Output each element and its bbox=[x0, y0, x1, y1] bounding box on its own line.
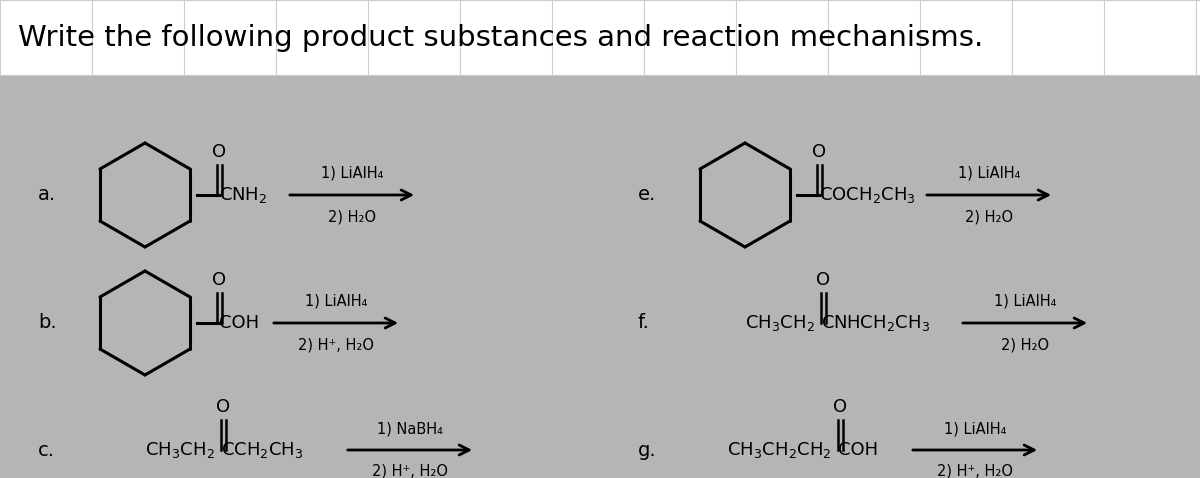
Text: CH$_3$CH$_2$: CH$_3$CH$_2$ bbox=[745, 313, 815, 333]
Text: f.: f. bbox=[638, 314, 650, 333]
Text: Write the following product substances and reaction mechanisms.: Write the following product substances a… bbox=[18, 23, 983, 52]
Text: 1) LiAlH₄: 1) LiAlH₄ bbox=[320, 166, 383, 181]
Text: e.: e. bbox=[638, 185, 656, 205]
Text: g.: g. bbox=[638, 441, 656, 459]
Text: CCH$_2$CH$_3$: CCH$_2$CH$_3$ bbox=[221, 440, 304, 460]
Text: 1) LiAlH₄: 1) LiAlH₄ bbox=[958, 166, 1020, 181]
Text: 2) H₂O: 2) H₂O bbox=[965, 209, 1013, 224]
Text: O: O bbox=[833, 398, 847, 416]
Text: 2) H₂O: 2) H₂O bbox=[1001, 337, 1049, 352]
Bar bbox=[0, 0, 1200, 75]
Bar bbox=[0, 75, 1200, 478]
Text: COCH$_2$CH$_3$: COCH$_2$CH$_3$ bbox=[818, 185, 916, 205]
Text: CNHCH$_2$CH$_3$: CNHCH$_2$CH$_3$ bbox=[821, 313, 930, 333]
Text: 2) H⁺, H₂O: 2) H⁺, H₂O bbox=[372, 464, 448, 478]
Text: 1) LiAlH₄: 1) LiAlH₄ bbox=[994, 294, 1056, 309]
Text: 2) H₂O: 2) H₂O bbox=[328, 209, 376, 224]
Text: 1) LiAlH₄: 1) LiAlH₄ bbox=[305, 294, 367, 309]
Text: COH: COH bbox=[838, 441, 878, 459]
Text: O: O bbox=[212, 143, 226, 161]
Text: CH$_3$CH$_2$: CH$_3$CH$_2$ bbox=[145, 440, 215, 460]
Text: O: O bbox=[212, 271, 226, 289]
Text: O: O bbox=[816, 271, 830, 289]
Text: COH: COH bbox=[220, 314, 259, 332]
Text: O: O bbox=[216, 398, 230, 416]
Text: a.: a. bbox=[38, 185, 56, 205]
Text: O: O bbox=[812, 143, 826, 161]
Text: b.: b. bbox=[38, 314, 56, 333]
Text: 1) LiAlH₄: 1) LiAlH₄ bbox=[944, 421, 1006, 436]
Text: CNH$_2$: CNH$_2$ bbox=[220, 185, 266, 205]
Text: c.: c. bbox=[38, 441, 55, 459]
Text: CH$_3$CH$_2$CH$_2$: CH$_3$CH$_2$CH$_2$ bbox=[727, 440, 832, 460]
Text: 2) H⁺, H₂O: 2) H⁺, H₂O bbox=[937, 464, 1013, 478]
Text: 1) NaBH₄: 1) NaBH₄ bbox=[377, 421, 443, 436]
Text: 2) H⁺, H₂O: 2) H⁺, H₂O bbox=[298, 337, 374, 352]
